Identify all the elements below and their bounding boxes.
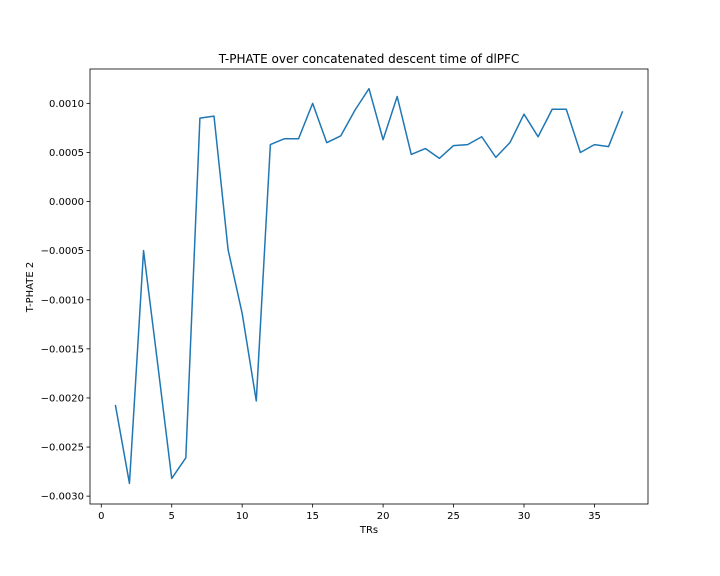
chart-title: T-PHATE over concatenated descent time o… xyxy=(218,52,520,66)
x-tick-label: 10 xyxy=(236,511,249,522)
y-tick-label: 0.0000 xyxy=(49,197,84,208)
y-tick-label: 0.0005 xyxy=(49,148,84,159)
plot-area xyxy=(89,68,649,505)
y-axis-label: T-PHATE 2 xyxy=(25,262,36,313)
y-axis: −0.0030 −0.0025 −0.0020 −0.0015 −0.0010 −0.00… xyxy=(41,99,90,503)
y-tick-label: −0.0005 xyxy=(41,246,84,257)
y-tick-label: −0.0030 xyxy=(41,492,84,503)
y-tick-label: 0.0010 xyxy=(49,99,84,110)
x-axis-label: TRs xyxy=(359,525,378,536)
x-tick-label: 35 xyxy=(588,511,601,522)
x-tick-label: 15 xyxy=(306,511,319,522)
x-tick-label: 30 xyxy=(518,511,531,522)
x-tick-label: 5 xyxy=(169,511,175,522)
y-tick-label: −0.0015 xyxy=(41,344,84,355)
y-tick-label: −0.0020 xyxy=(41,393,84,404)
y-tick-label: −0.0010 xyxy=(41,295,84,306)
plot-frame xyxy=(89,68,649,505)
x-tick-label: 25 xyxy=(447,511,460,522)
series-line xyxy=(114,87,624,485)
x-axis: 0 5 10 15 20 25 30 35 xyxy=(98,504,601,522)
x-tick-label: 20 xyxy=(377,511,390,522)
y-tick-label: −0.0025 xyxy=(41,443,84,454)
x-tick-label: 0 xyxy=(98,511,104,522)
